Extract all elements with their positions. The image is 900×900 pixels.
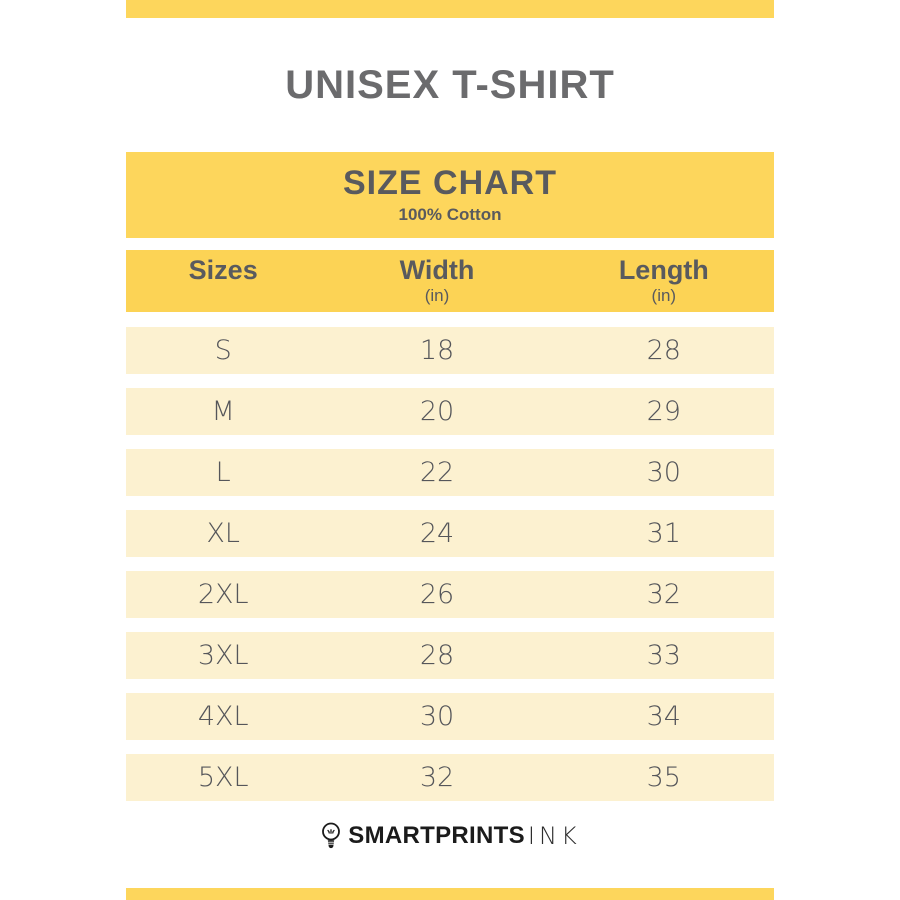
cell-length: 28 bbox=[646, 335, 681, 366]
cell-size: 3XL bbox=[197, 640, 249, 671]
column-header-length: Length (in) bbox=[554, 250, 774, 312]
cell-length: 32 bbox=[646, 579, 681, 610]
table-body: S 18 28 M 20 29 L 22 30 XL 24 31 2XL 26 32 3XL 28 33 4XL 30… bbox=[126, 327, 774, 801]
size-chart-title: SIZE CHART bbox=[343, 163, 557, 202]
cell-width: 20 bbox=[419, 396, 455, 427]
cell-width: 22 bbox=[419, 457, 455, 488]
table-row: 3XL 28 33 bbox=[126, 632, 774, 679]
cell-length: 31 bbox=[646, 518, 681, 549]
cell-width: 28 bbox=[419, 640, 455, 671]
cell-size: 4XL bbox=[197, 701, 249, 732]
table-row: XL 24 31 bbox=[126, 510, 774, 557]
column-label: Width bbox=[399, 254, 475, 285]
bottom-accent-bar bbox=[126, 888, 774, 900]
cell-length: 30 bbox=[646, 457, 681, 488]
lightbulb-icon bbox=[319, 821, 343, 851]
size-chart-subtitle: 100% Cotton bbox=[398, 205, 502, 225]
cell-size: 2XL bbox=[197, 579, 249, 610]
cell-width: 30 bbox=[419, 701, 455, 732]
cell-width: 26 bbox=[419, 579, 455, 610]
cell-size: L bbox=[215, 457, 231, 488]
table-row: 5XL 32 35 bbox=[126, 754, 774, 801]
table-row: 2XL 26 32 bbox=[126, 571, 774, 618]
column-label: Length bbox=[618, 254, 709, 285]
table-row: M 20 29 bbox=[126, 388, 774, 435]
table-header-row: Sizes Width (in) Length (in) bbox=[126, 250, 774, 312]
cell-length: 35 bbox=[646, 762, 681, 793]
cell-size: 5XL bbox=[197, 762, 249, 793]
brand-name-light: INK bbox=[527, 822, 581, 850]
column-header-sizes: Sizes bbox=[126, 250, 320, 312]
cell-length: 33 bbox=[646, 640, 681, 671]
table-row: L 22 30 bbox=[126, 449, 774, 496]
brand-name-bold: SMARTPRINTS bbox=[348, 822, 525, 849]
column-unit: (in) bbox=[424, 285, 450, 305]
cell-size: S bbox=[214, 335, 232, 366]
column-label: Sizes bbox=[188, 255, 258, 286]
size-chart-header: SIZE CHART 100% Cotton bbox=[126, 152, 774, 238]
table-row: 4XL 30 34 bbox=[126, 693, 774, 740]
column-unit: (in) bbox=[651, 285, 677, 305]
cell-width: 24 bbox=[419, 518, 455, 549]
cell-size: M bbox=[211, 396, 235, 427]
column-header-width: Width (in) bbox=[320, 250, 553, 312]
cell-size: XL bbox=[206, 518, 240, 549]
cell-width: 18 bbox=[419, 335, 455, 366]
top-accent-bar bbox=[126, 0, 774, 18]
cell-length: 29 bbox=[646, 396, 681, 427]
cell-length: 34 bbox=[646, 701, 681, 732]
page-title: UNISEX T-SHIRT bbox=[285, 62, 615, 107]
cell-width: 32 bbox=[419, 762, 455, 793]
table-row: S 18 28 bbox=[126, 327, 774, 374]
footer-logo: SMARTPRINTS INK bbox=[126, 821, 774, 851]
